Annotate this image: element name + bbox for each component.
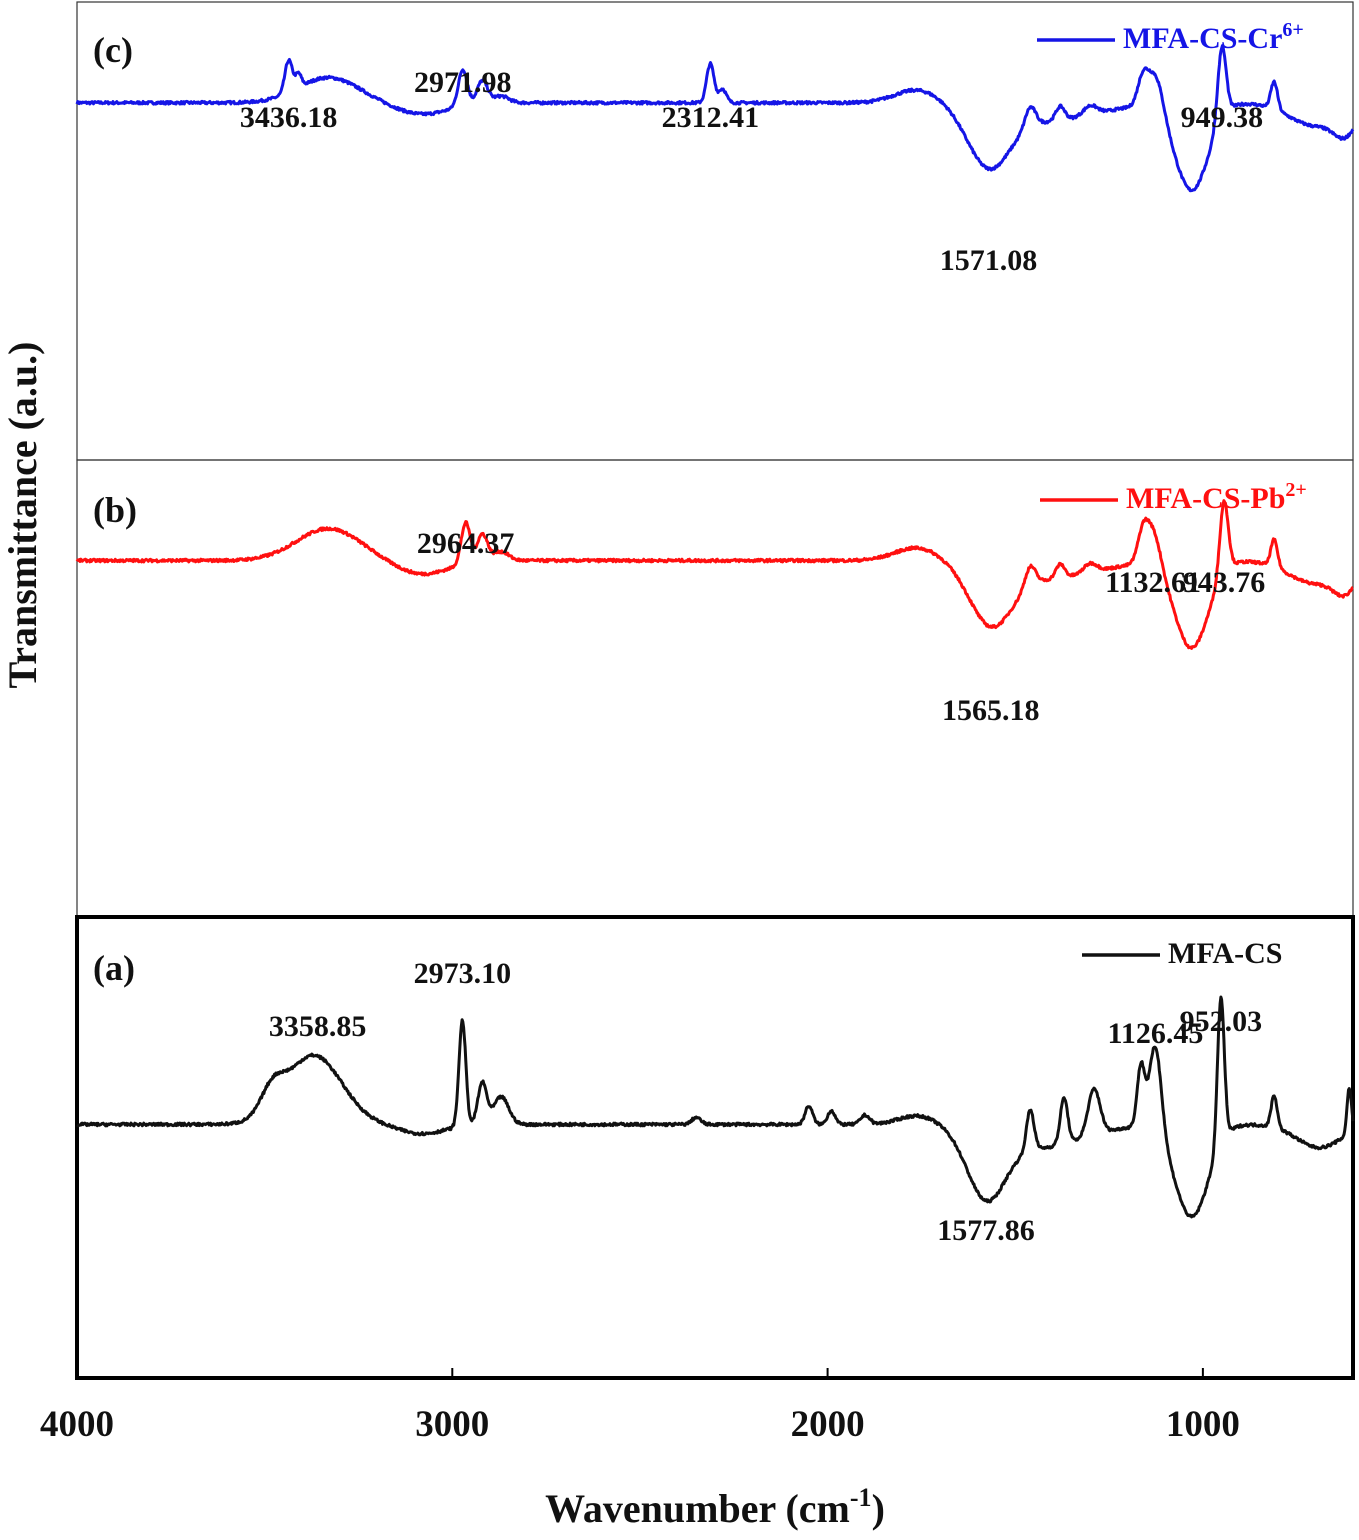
x-tick-label-2: 2000 — [791, 1404, 865, 1445]
peak-label-c-1: 2971.98 — [414, 66, 512, 99]
legend-name-a: MFA-CS — [1168, 937, 1282, 970]
panel-c-frame — [76, 1, 1354, 461]
x-axis-title-end: ) — [872, 1486, 885, 1531]
peak-label-b-0: 2964.37 — [417, 527, 515, 560]
x-axis-title: Wavenumber (cm-1) — [545, 1483, 885, 1531]
peak-label-c-2: 2312.41 — [662, 101, 760, 134]
panel-letter-c: (c) — [93, 30, 133, 70]
x-axis-title-main: Wavenumber (cm — [545, 1486, 850, 1531]
x-tick-label-3: 1000 — [1166, 1404, 1240, 1445]
legend-label-b: MFA-CS-Pb2+ — [1126, 479, 1307, 515]
legend-sup-b: 2+ — [1285, 479, 1306, 501]
peak-label-b-2: 943.76 — [1183, 566, 1266, 599]
panel-a-frame — [75, 915, 1355, 1380]
series-line-a — [76, 995, 1355, 1219]
peak-label-a-1: 2973.10 — [414, 957, 512, 990]
panel-b-frame — [76, 459, 1354, 918]
peak-label-a-3: 952.03 — [1180, 1005, 1263, 1038]
panel-c: (c) MFA-CS-Cr6+ 3436.18 2971.98 2312.41 949.3… — [75, 19, 1355, 277]
peak-label-b-1: 1132.61 — [1105, 566, 1201, 599]
peak-label-c-3: 949.38 — [1181, 101, 1264, 134]
series-line-c — [75, 44, 1355, 193]
legend-label-c: MFA-CS-Cr6+ — [1123, 19, 1304, 55]
y-axis-title: Transmittance (a.u.) — [0, 342, 45, 689]
legend-a: MFA-CS — [1082, 937, 1282, 970]
peak-label-b-3: 1565.18 — [942, 694, 1040, 727]
legend-b: MFA-CS-Pb2+ — [1040, 479, 1307, 515]
panel-letter-b: (b) — [93, 490, 137, 530]
legend-name-b: MFA-CS-Pb — [1126, 482, 1285, 515]
legend-sup-c: 6+ — [1282, 19, 1303, 41]
legend-name-c: MFA-CS-Cr — [1123, 22, 1282, 55]
legend-c: MFA-CS-Cr6+ — [1037, 19, 1304, 55]
x-axis-title-sup: -1 — [850, 1483, 872, 1512]
x-tick-label-0: 4000 — [40, 1404, 114, 1445]
series-line-b — [75, 499, 1354, 650]
panel-letter-a: (a) — [93, 948, 135, 988]
panels-layer: (c) MFA-CS-Cr6+ 3436.18 2971.98 2312.41 949.3… — [75, 19, 1355, 1247]
peak-label-c-0: 3436.18 — [240, 101, 338, 134]
peak-label-c-4: 1571.08 — [940, 244, 1038, 277]
peak-label-a-2: 1126.45 — [1107, 1017, 1203, 1050]
peak-label-a-4: 1577.86 — [937, 1214, 1035, 1247]
x-axis-ticks: 4000 3000 2000 1000 — [40, 1368, 1240, 1445]
peak-label-a-0: 3358.85 — [269, 1010, 367, 1043]
x-tick-label-1: 3000 — [415, 1404, 489, 1445]
legend-label-a: MFA-CS — [1168, 937, 1282, 970]
